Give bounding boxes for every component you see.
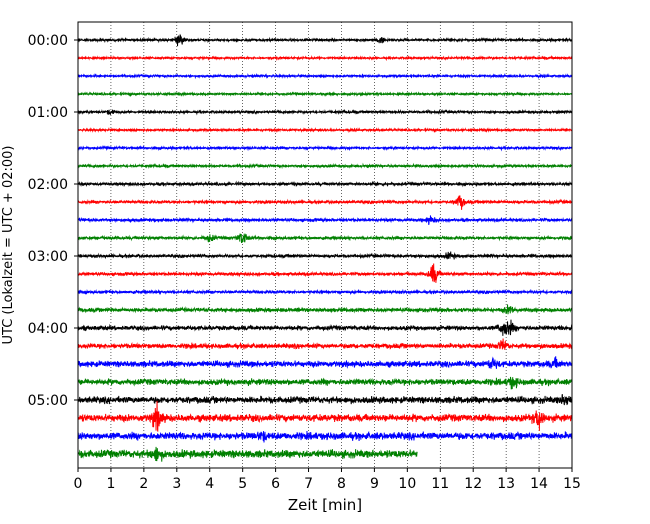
trace-0500 (78, 394, 572, 406)
trace-0015 (78, 54, 572, 62)
y-tick-label: 03:00 (28, 249, 68, 265)
x-tick-label: 3 (172, 476, 181, 492)
x-tick-label: 0 (74, 476, 83, 492)
x-tick-label: 12 (464, 476, 482, 492)
trace-0330 (78, 288, 572, 296)
x-tick-label: 10 (398, 476, 416, 492)
trace-0030 (78, 73, 572, 80)
x-tick-label: 5 (238, 476, 247, 492)
x-tick-label: 1 (106, 476, 115, 492)
x-tick-label: 13 (497, 476, 515, 492)
x-tick-label: 14 (530, 476, 548, 492)
trace-0315 (78, 263, 572, 283)
trace-0545 (78, 446, 418, 462)
trace-0415 (78, 338, 572, 350)
y-axis-ticks: 00:00 01:00 02:00 03:00 04:00 05:00 (28, 33, 78, 409)
trace-0145 (78, 162, 572, 170)
x-tick-label: 11 (431, 476, 449, 492)
trace-0530 (78, 430, 572, 443)
y-tick-label: 00:00 (28, 33, 68, 49)
trace-0200 (78, 180, 572, 188)
x-tick-label: 7 (304, 476, 313, 492)
trace-0300 (78, 251, 572, 260)
trace-0045 (78, 91, 572, 98)
trace-0215 (78, 195, 572, 210)
x-tick-label: 6 (271, 476, 280, 492)
x-tick-label: 4 (205, 476, 214, 492)
trace-0230 (78, 215, 572, 225)
x-axis-label: Zeit [min] (288, 496, 362, 514)
trace-0115 (78, 127, 572, 134)
seismic-traces (78, 33, 572, 462)
trace-0400 (78, 319, 572, 336)
y-tick-label: 04:00 (28, 321, 68, 337)
trace-0430 (78, 356, 572, 369)
plot-background (78, 22, 572, 468)
plot-frame (77, 21, 573, 469)
trace-0000 (78, 33, 572, 47)
y-axis-label: UTC (Lokalzeit = UTC + 02:00) (1, 146, 16, 345)
y-tick-label: 05:00 (28, 393, 68, 409)
grid-lines (110, 22, 540, 468)
y-tick-label: 02:00 (28, 177, 68, 193)
trace-0100 (78, 108, 572, 116)
x-tick-label: 8 (337, 476, 346, 492)
trace-0515 (78, 400, 572, 432)
x-tick-label: 15 (563, 476, 581, 492)
trace-0130 (78, 144, 572, 152)
x-tick-label: 9 (370, 476, 379, 492)
x-tick-label: 2 (139, 476, 148, 492)
trace-0345 (78, 304, 572, 315)
trace-0445 (78, 376, 572, 390)
trace-0245 (78, 233, 572, 244)
y-tick-label: 01:00 (28, 105, 68, 121)
x-axis-ticks: 0 1 2 3 4 5 6 7 8 9 10 11 12 13 14 15 (74, 468, 581, 492)
